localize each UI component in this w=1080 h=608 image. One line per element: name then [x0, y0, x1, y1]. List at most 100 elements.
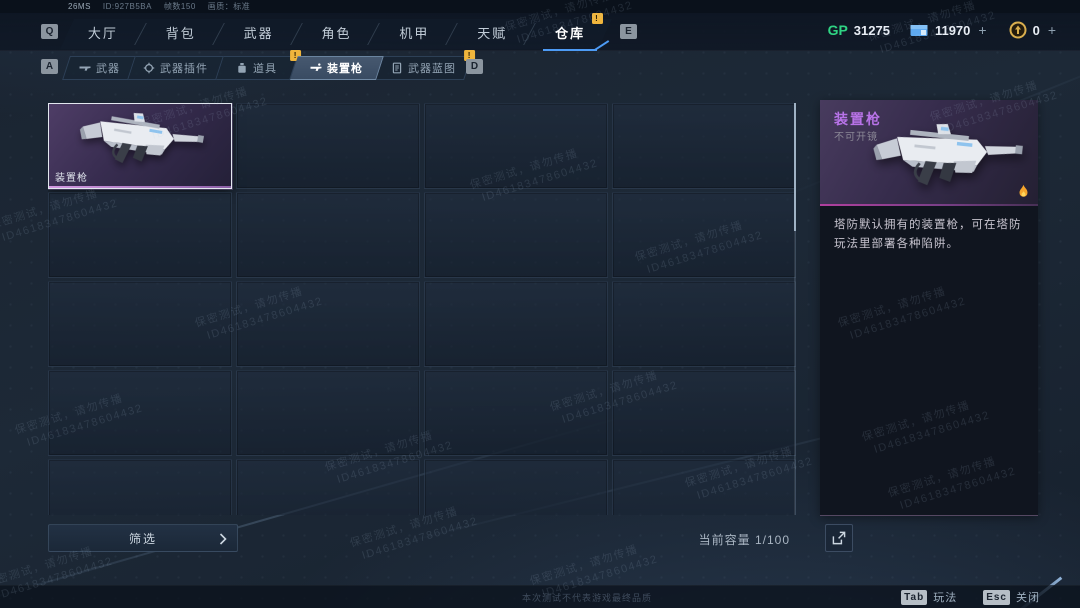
tab-hall[interactable]: 大厅	[64, 19, 142, 49]
inventory-slot-empty[interactable]	[612, 103, 796, 189]
filter-label: 筛选	[128, 531, 157, 546]
status-bar: 26MS ID:927B5BA 帧数150 画质：标准	[0, 0, 1080, 13]
inventory-grid-cells: 装置枪	[48, 103, 796, 515]
currency-gp: GP 31275	[828, 22, 890, 38]
hint-gameplay[interactable]: Tab 玩法	[901, 589, 957, 605]
inventory-slot-empty[interactable]	[236, 192, 420, 278]
inventory-slot-empty[interactable]	[424, 459, 608, 515]
tab-label: 大厅	[87, 26, 118, 41]
hint-label: 玩法	[933, 592, 958, 604]
currency-gold: 0 +	[1009, 21, 1058, 39]
credit-card-icon	[910, 24, 928, 36]
key-hint-tab: Tab	[901, 589, 928, 605]
subtab-weapons[interactable]: 武器	[62, 56, 136, 80]
add-credits-button[interactable]: +	[978, 22, 987, 38]
inventory-slot-empty[interactable]	[48, 370, 232, 456]
item-icon	[238, 63, 246, 73]
tab-character[interactable]: 角色	[298, 19, 376, 49]
capacity-value: 1/100	[754, 533, 790, 547]
sub-nav-bar: A 武器 武器插件 道具 ! 装置枪 武器蓝图 !	[0, 50, 1080, 81]
subtab-label: 装置枪	[327, 63, 363, 75]
top-nav-bar: Q 大厅 背包 武器 角色 机甲 天赋 仓库 ! E GP 31275	[0, 13, 1080, 51]
share-icon	[832, 531, 846, 545]
main-tabs: 大厅 背包 武器 角色 机甲 天赋 仓库 !	[64, 13, 609, 51]
gp-icon: GP	[827, 22, 848, 38]
inventory-slot-empty[interactable]	[612, 459, 796, 515]
subtab-label: 武器蓝图	[408, 63, 456, 75]
inventory-slot-empty[interactable]	[424, 103, 608, 189]
item-name-label: 装置枪	[55, 173, 88, 184]
flame-icon	[1019, 184, 1028, 197]
inventory-slot-empty[interactable]	[236, 370, 420, 456]
session-id: ID:927B5BA	[102, 2, 152, 11]
credits-value: 11970	[934, 22, 971, 38]
inventory-slot-device-gun[interactable]: 装置枪	[48, 103, 232, 189]
tab-mecha[interactable]: 机甲	[375, 19, 453, 49]
inventory-slot-empty[interactable]	[612, 192, 796, 278]
gold-coin-icon	[1009, 21, 1027, 39]
hint-close[interactable]: Esc 关闭	[983, 589, 1040, 605]
capacity-text: 当前容量	[698, 533, 751, 547]
tab-label: 仓库	[555, 26, 586, 41]
tab-warehouse[interactable]: 仓库 !	[531, 13, 609, 51]
key-hint-esc: Esc	[983, 589, 1010, 605]
inventory-slot-empty[interactable]	[612, 281, 796, 367]
tab-label: 机甲	[399, 26, 430, 41]
detail-subtitle: 不可开镜	[834, 132, 878, 143]
inventory-slot-empty[interactable]	[424, 192, 608, 278]
subtab-label: 武器插件	[160, 63, 208, 75]
quality-setting: 画质：标准	[207, 2, 251, 11]
detail-title: 装置枪	[834, 111, 882, 127]
add-gold-button[interactable]: +	[1047, 22, 1056, 38]
inventory-slot-empty[interactable]	[48, 192, 232, 278]
ping-value: 26MS	[68, 2, 91, 11]
device-gun-icon	[310, 63, 322, 71]
subtab-weapon-attachments[interactable]: 武器插件	[128, 56, 224, 80]
gp-value: 31275	[853, 22, 890, 38]
attachment-icon	[143, 62, 155, 74]
filter-button[interactable]: 筛选	[48, 524, 238, 552]
key-hint-e: E	[620, 24, 637, 39]
tab-weapons[interactable]: 武器	[220, 19, 298, 49]
blueprint-icon	[392, 62, 402, 74]
subtab-device-gun[interactable]: 装置枪	[290, 56, 384, 80]
device-gun-image	[74, 103, 208, 178]
currency-credits: 11970 +	[910, 22, 989, 38]
inventory-slot-empty[interactable]	[612, 370, 796, 456]
inventory-slot-empty[interactable]	[424, 370, 608, 456]
subtab-items[interactable]: 道具 !	[216, 50, 302, 80]
bottom-bar: 本次测试不代表游戏最终品质 Tab 玩法 Esc 关闭	[0, 585, 1080, 608]
detail-hero: 装置枪 不可开镜	[820, 100, 1038, 204]
tab-backpack[interactable]: 背包	[142, 19, 220, 49]
inventory-slot-empty[interactable]	[48, 459, 232, 515]
tab-label: 天赋	[477, 26, 508, 41]
inventory-slot-empty[interactable]	[236, 103, 420, 189]
key-hint-q: Q	[41, 24, 58, 39]
active-tab-underline	[543, 49, 598, 51]
tab-label: 背包	[165, 26, 196, 41]
subtab-weapon-blueprints[interactable]: 武器蓝图 !	[376, 50, 476, 80]
inventory-slot-empty[interactable]	[424, 281, 608, 367]
tab-label: 角色	[321, 26, 352, 41]
gold-value: 0	[1032, 22, 1040, 38]
share-button[interactable]	[825, 524, 853, 552]
tab-label: 武器	[243, 26, 274, 41]
inventory-grid: 装置枪	[48, 103, 796, 515]
sub-tabs: 武器 武器插件 道具 ! 装置枪 武器蓝图 !	[62, 50, 476, 80]
scrollbar-thumb[interactable]	[794, 103, 796, 231]
inventory-slot-empty[interactable]	[236, 459, 420, 515]
fps-value: 帧数150	[163, 2, 196, 11]
tab-talents[interactable]: 天赋	[453, 19, 531, 49]
device-gun-image-large	[868, 115, 1026, 197]
inventory-slot-empty[interactable]	[48, 281, 232, 367]
key-hint-d: D	[466, 59, 483, 74]
key-hint-a: A	[41, 59, 58, 74]
capacity-label: 当前容量 1/100	[699, 531, 790, 548]
subtab-label: 武器	[95, 63, 120, 75]
detail-panel: 装置枪 不可开镜 塔防默认拥有的装置枪，可在塔防玩法里部署各种陷阱。	[820, 100, 1038, 516]
inventory-slot-empty[interactable]	[236, 281, 420, 367]
grid-scrollbar[interactable]	[794, 103, 796, 515]
currency-bar: GP 31275 11970 + 0 +	[828, 21, 1058, 39]
rarity-divider	[820, 204, 1038, 206]
